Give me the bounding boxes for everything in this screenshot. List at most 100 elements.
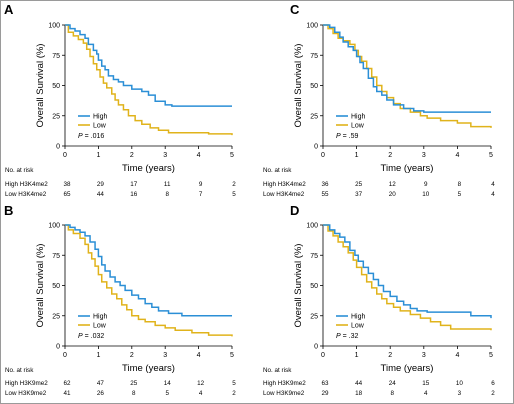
risk-row-label: High H3K9me2 xyxy=(5,380,48,387)
x-tick-label: 2 xyxy=(388,352,392,359)
risk-count: 17 xyxy=(130,181,138,188)
x-tick-label: 1 xyxy=(96,352,100,359)
p-value-text: = .016 xyxy=(83,133,105,140)
x-axis-title: Time (years) xyxy=(381,363,434,374)
risk-count: 8 xyxy=(458,181,462,188)
x-tick-label: 0 xyxy=(321,152,325,159)
risk-count: 7 xyxy=(199,191,203,198)
legend-label-high: High xyxy=(351,314,366,321)
risk-table-title: No. at risk xyxy=(263,167,292,174)
risk-table-title: No. at risk xyxy=(263,367,292,374)
p-value-text: = .59 xyxy=(341,133,359,140)
risk-count: 55 xyxy=(321,191,329,198)
x-tick-label: 3 xyxy=(422,352,426,359)
x-tick-label: 5 xyxy=(489,352,493,359)
legend-label-low: Low xyxy=(351,323,365,330)
legend-label-low: Low xyxy=(93,323,107,330)
legend-label-low: Low xyxy=(93,123,107,130)
risk-table-title: No. at risk xyxy=(5,367,34,374)
x-tick-label: 4 xyxy=(197,352,201,359)
x-tick-label: 4 xyxy=(455,152,459,159)
x-tick-label: 0 xyxy=(321,352,325,359)
x-tick-label: 2 xyxy=(130,352,134,359)
risk-table-title: No. at risk xyxy=(5,167,34,174)
risk-count: 37 xyxy=(355,191,363,198)
risk-count: 24 xyxy=(389,380,397,387)
survival-curve-high xyxy=(323,224,492,319)
risk-count: 11 xyxy=(164,181,171,188)
x-tick-label: 4 xyxy=(197,152,201,159)
p-label: P xyxy=(78,133,83,140)
y-tick-label: 50 xyxy=(310,283,318,290)
x-tick-label: 3 xyxy=(422,152,426,159)
p-value: P = .032 xyxy=(78,333,104,340)
x-axis-title: Time (years) xyxy=(122,363,175,374)
risk-count: 2 xyxy=(232,181,236,188)
risk-count: 4 xyxy=(199,390,203,397)
risk-row-label: High H3K4me2 xyxy=(5,181,48,188)
risk-row-label: High H3K4me2 xyxy=(263,181,306,188)
p-value-text: = .032 xyxy=(83,333,105,340)
risk-count: 12 xyxy=(389,181,397,188)
risk-count: 26 xyxy=(97,390,105,397)
survival-curve-high xyxy=(323,24,491,113)
risk-count: 9 xyxy=(199,181,203,188)
y-tick-label: 75 xyxy=(52,53,60,60)
risk-row-label: Low H3K4me2 xyxy=(263,191,305,198)
p-value: P = .59 xyxy=(336,133,358,140)
p-value-text: = .32 xyxy=(341,333,359,340)
panel-letter: B xyxy=(4,203,13,218)
x-tick-label: 5 xyxy=(489,152,493,159)
survival-curve-high xyxy=(65,224,232,317)
y-axis-title: Overall Survival (%) xyxy=(293,44,304,128)
legend-label-high: High xyxy=(351,114,366,121)
p-value: P = .016 xyxy=(78,133,104,140)
y-tick-label: 25 xyxy=(310,113,318,120)
p-label: P xyxy=(336,133,341,140)
risk-count: 2 xyxy=(232,390,236,397)
x-tick-label: 2 xyxy=(388,152,392,159)
y-axis-title: Overall Survival (%) xyxy=(35,244,46,328)
risk-count: 29 xyxy=(321,390,329,397)
x-tick-label: 1 xyxy=(355,352,359,359)
risk-count: 16 xyxy=(130,191,138,198)
risk-count: 65 xyxy=(63,191,71,198)
risk-row-label: Low H3K9me2 xyxy=(5,390,47,397)
risk-count: 6 xyxy=(491,380,495,387)
y-tick-label: 100 xyxy=(306,223,318,230)
risk-row-label: Low H3K4me2 xyxy=(5,191,47,198)
x-axis-title: Time (years) xyxy=(122,163,175,174)
risk-count: 20 xyxy=(389,191,397,198)
y-tick-label: 50 xyxy=(310,83,318,90)
y-tick-label: 0 xyxy=(314,144,318,151)
risk-count: 44 xyxy=(97,191,105,198)
y-tick-label: 75 xyxy=(52,253,60,260)
risk-count: 4 xyxy=(491,191,495,198)
y-tick-label: 50 xyxy=(52,83,60,90)
survival-curve-low xyxy=(323,224,492,331)
x-tick-label: 4 xyxy=(455,352,459,359)
x-tick-label: 1 xyxy=(96,152,100,159)
risk-count: 25 xyxy=(130,380,138,387)
risk-count: 5 xyxy=(232,191,236,198)
risk-count: 10 xyxy=(456,380,464,387)
y-tick-label: 0 xyxy=(56,144,60,151)
y-tick-label: 50 xyxy=(52,283,60,290)
risk-count: 15 xyxy=(422,380,430,387)
risk-count: 8 xyxy=(165,191,169,198)
legend-label-high: High xyxy=(93,114,108,121)
y-tick-label: 0 xyxy=(314,344,318,351)
x-tick-label: 3 xyxy=(163,352,167,359)
risk-count: 44 xyxy=(355,380,363,387)
x-tick-label: 0 xyxy=(63,352,67,359)
survival-curve-low xyxy=(65,224,233,337)
panel-letter: C xyxy=(290,2,300,17)
y-tick-label: 75 xyxy=(310,253,318,260)
risk-count: 62 xyxy=(63,380,71,387)
risk-count: 18 xyxy=(355,390,363,397)
y-axis-title: Overall Survival (%) xyxy=(35,44,46,128)
risk-count: 14 xyxy=(164,380,172,387)
